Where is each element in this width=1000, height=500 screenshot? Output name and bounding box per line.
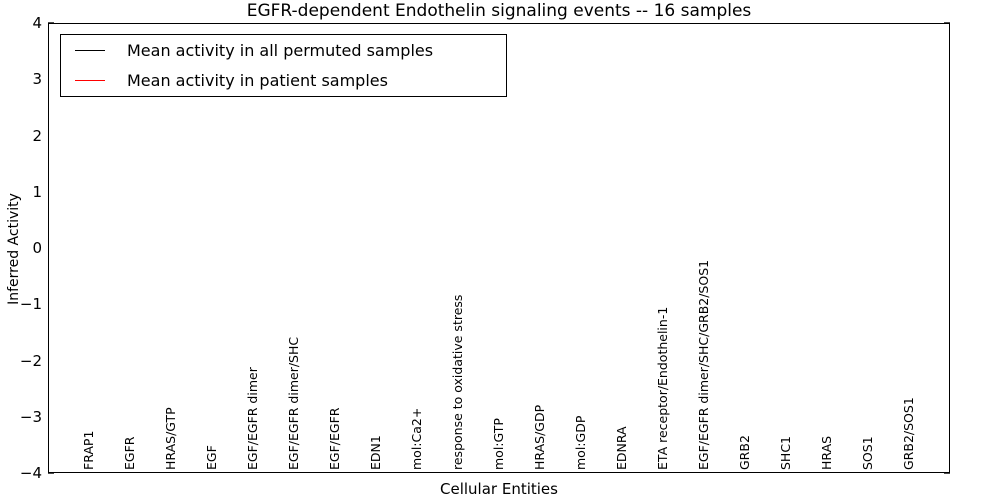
x-tick-label: EDNRA xyxy=(613,426,629,470)
x-tick-label: mol:Ca2+ xyxy=(408,407,424,470)
x-axis-label: Cellular Entities xyxy=(440,480,558,498)
x-tick-label: EGF/EGFR dimer xyxy=(244,367,260,470)
y-tick-label: 3 xyxy=(32,70,42,89)
y-tick-label: −1 xyxy=(19,295,42,314)
patient-line-swatch xyxy=(75,80,105,81)
legend-item-permuted: Mean activity in all permuted samples xyxy=(61,36,506,65)
x-tick-label: SHC1 xyxy=(777,435,793,470)
y-tick-label: 1 xyxy=(32,182,42,201)
x-tick-label: response to oxidative stress xyxy=(449,294,465,470)
x-tick-label: mol:GTP xyxy=(490,418,506,470)
x-tick-label: GRB2/SOS1 xyxy=(900,397,916,470)
legend: Mean activity in all permuted samples Me… xyxy=(60,34,507,97)
x-tick-label: EGF/EGFR dimer/SHC xyxy=(285,336,301,470)
x-tick-label: mol:GDP xyxy=(572,415,588,470)
x-tick-label: EDN1 xyxy=(367,435,383,470)
chart-title: EGFR-dependent Endothelin signaling even… xyxy=(246,1,752,21)
x-tick-label: FRAP1 xyxy=(80,430,96,470)
x-tick-label: HRAS/GDP xyxy=(531,404,547,470)
x-tick-label: HRAS xyxy=(818,435,834,470)
permuted-line-swatch xyxy=(75,50,105,51)
x-tick-label: SOS1 xyxy=(859,436,875,470)
x-tick-label: EGF/EGFR dimer/SHC/GRB2/SOS1 xyxy=(695,259,711,470)
y-tick-label: −2 xyxy=(19,351,42,370)
y-tick-label: 4 xyxy=(32,14,42,32)
x-tick-label: ETA receptor/Endothelin-1 xyxy=(654,306,670,470)
x-tick-label: EGF xyxy=(203,445,219,470)
legend-label: Mean activity in patient samples xyxy=(127,71,388,90)
y-tick-label: −3 xyxy=(19,407,42,426)
legend-item-patient: Mean activity in patient samples xyxy=(61,66,506,95)
x-tick-label: EGFR xyxy=(121,436,137,470)
y-tick-label: −4 xyxy=(19,464,42,482)
legend-label: Mean activity in all permuted samples xyxy=(127,41,434,60)
plot-area xyxy=(48,23,950,473)
x-tick-label: EGF/EGFR xyxy=(326,407,342,470)
x-tick-label: HRAS/GTP xyxy=(162,407,178,470)
y-tick-label: 2 xyxy=(32,126,42,145)
y-tick-label: 0 xyxy=(32,239,42,257)
x-tick-label: GRB2 xyxy=(736,435,752,470)
